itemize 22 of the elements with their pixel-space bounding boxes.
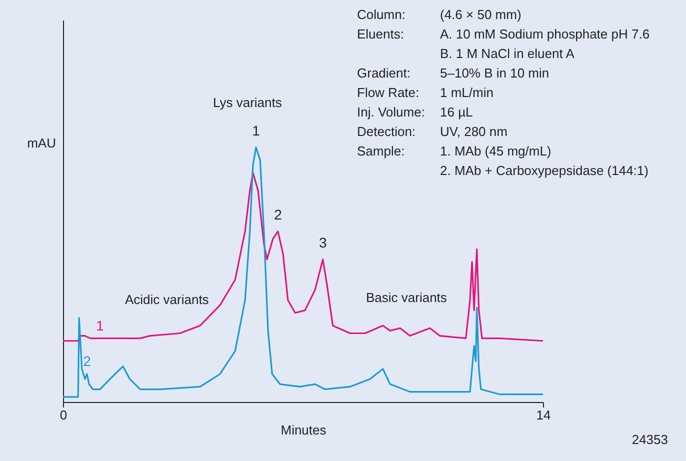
text: B. 1 M NaCl in eluent A [440, 46, 575, 61]
text: Flow Rate: 1 mL/min [357, 85, 494, 100]
annotation: 2 [274, 206, 282, 222]
text: Sample: 1. MAb (45 mg/mL) [357, 144, 552, 158]
text: Inj. Volume: 16 µL [357, 104, 473, 120]
annotation: 3 [318, 234, 327, 250]
x-tick-label: 14 [536, 408, 551, 422]
series-label: 1 [96, 317, 104, 334]
x-tick-label: 0 [60, 408, 68, 422]
text: Column: (4.6 × 50 mm) [357, 7, 522, 22]
text: Lys variants [213, 95, 282, 110]
x-axis-title: Minutes [280, 422, 327, 438]
y-axis-title: mAU [27, 136, 56, 150]
annotation: 1 [252, 122, 260, 138]
annotation: Basic variants [366, 290, 448, 305]
annotation: 2. MAb + Carboxypepsidase (144:1) [440, 163, 648, 178]
annotation: Acidic variants [125, 292, 210, 307]
text: Eluents: A. 10 mM Sodium phosphate pH 7.6 [357, 26, 650, 42]
text: Gradient: 5–10% B in 10 min [357, 66, 550, 80]
series-label: 2 [83, 352, 92, 369]
text: Detection: UV, 280 nm [357, 124, 508, 139]
text: 24353 [632, 432, 668, 447]
